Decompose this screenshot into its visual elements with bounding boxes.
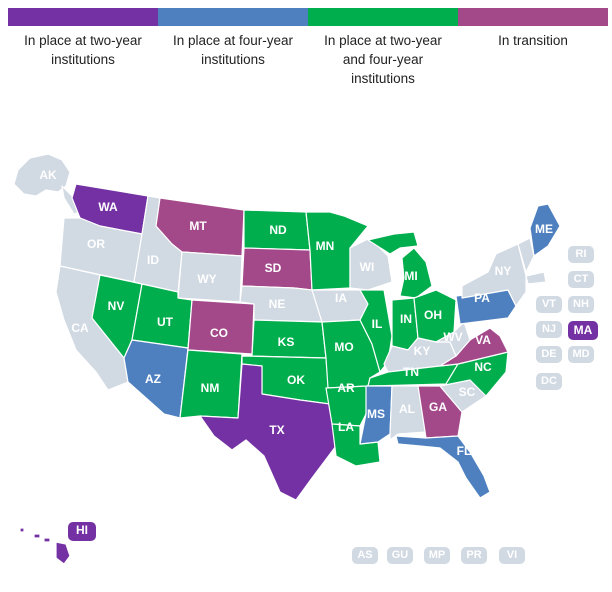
state-label-IN: IN bbox=[400, 312, 412, 326]
state-label-AL: AL bbox=[399, 402, 415, 416]
state-label-MS: MS bbox=[367, 407, 385, 421]
legend-swatch-transition bbox=[458, 8, 608, 26]
legend-item-transition[interactable]: In transition bbox=[458, 8, 608, 88]
state-label-KS: KS bbox=[278, 335, 295, 349]
state-label-SD: SD bbox=[265, 261, 282, 275]
state-MI-upper bbox=[367, 231, 419, 255]
small-state-DC[interactable]: DC bbox=[536, 373, 562, 390]
state-TX[interactable] bbox=[199, 363, 337, 501]
small-state-MA[interactable]: MA bbox=[568, 321, 598, 340]
state-label-PA: PA bbox=[474, 291, 490, 305]
state-label-ND: ND bbox=[269, 223, 287, 237]
small-state-MD[interactable]: MD bbox=[568, 346, 594, 363]
state-label-KY: KY bbox=[414, 344, 431, 358]
state-MA[interactable] bbox=[525, 271, 547, 285]
small-state-CT[interactable]: CT bbox=[568, 271, 594, 288]
state-label-WY: WY bbox=[197, 272, 216, 286]
state-label-ME: ME bbox=[535, 222, 553, 236]
state-HI-isles bbox=[19, 527, 51, 543]
territory-MP[interactable]: MP bbox=[424, 547, 450, 564]
state-label-NV: NV bbox=[108, 299, 125, 313]
state-AR[interactable] bbox=[325, 385, 369, 427]
state-label-IL: IL bbox=[372, 317, 383, 331]
state-label-WI: WI bbox=[360, 260, 375, 274]
state-label-UT: UT bbox=[157, 315, 174, 329]
state-label-MN: MN bbox=[316, 239, 335, 253]
legend-item-four-year[interactable]: In place at four-year institutions bbox=[158, 8, 308, 88]
state-label-AR: AR bbox=[337, 381, 355, 395]
state-label-NY: NY bbox=[495, 264, 512, 278]
state-label-WV: WV bbox=[443, 330, 462, 344]
legend-item-both[interactable]: In place at two-year and four-year insti… bbox=[308, 8, 458, 88]
state-label-OR: OR bbox=[87, 237, 105, 251]
legend-swatch-four-year bbox=[158, 8, 308, 26]
state-label-AK: AK bbox=[39, 168, 57, 182]
state-label-IA: IA bbox=[335, 291, 347, 305]
state-label-GA: GA bbox=[429, 400, 447, 414]
state-label-MI: MI bbox=[404, 269, 417, 283]
territory-VI[interactable]: VI bbox=[499, 547, 525, 564]
state-label-OK: OK bbox=[287, 373, 305, 387]
state-label-VA: VA bbox=[475, 333, 491, 347]
state-label-AZ: AZ bbox=[145, 372, 161, 386]
small-state-DE[interactable]: DE bbox=[536, 346, 562, 363]
state-label-CA: CA bbox=[71, 321, 89, 335]
state-HI[interactable] bbox=[55, 541, 71, 565]
territory-AS[interactable]: AS bbox=[352, 547, 378, 564]
state-FL[interactable] bbox=[395, 435, 491, 499]
state-label-TX: TX bbox=[269, 423, 284, 437]
state-label-HI: HI bbox=[76, 523, 88, 537]
legend-swatch-two-year bbox=[8, 8, 158, 26]
small-state-VT[interactable]: VT bbox=[536, 296, 562, 313]
state-label-OH: OH bbox=[424, 308, 442, 322]
territory-GU[interactable]: GU bbox=[387, 547, 413, 564]
state-IL[interactable] bbox=[359, 289, 393, 373]
legend-label: In place at two-year and four-year insti… bbox=[324, 33, 442, 86]
territory-PR[interactable]: PR bbox=[461, 547, 487, 564]
state-WV[interactable] bbox=[435, 321, 471, 357]
state-label-WA: WA bbox=[98, 200, 118, 214]
state-label-CO: CO bbox=[210, 326, 228, 340]
state-label-FL: FL bbox=[457, 444, 472, 458]
legend-item-two-year[interactable]: In place at two-year institutions bbox=[8, 8, 158, 88]
state-label-TN: TN bbox=[403, 365, 419, 379]
state-label-LA: LA bbox=[338, 420, 354, 434]
state-label-MO: MO bbox=[334, 340, 353, 354]
state-WI[interactable] bbox=[349, 237, 393, 291]
state-label-ID: ID bbox=[147, 253, 159, 267]
state-label-NE: NE bbox=[269, 297, 286, 311]
small-state-NJ[interactable]: NJ bbox=[536, 321, 562, 338]
legend-label: In place at four-year institutions bbox=[172, 33, 294, 67]
legend: In place at two-year institutions In pla… bbox=[8, 8, 608, 88]
state-label-NM: NM bbox=[201, 381, 220, 395]
state-NE-small bbox=[517, 237, 535, 273]
small-state-NH[interactable]: NH bbox=[568, 296, 594, 313]
state-label-bg-HI[interactable] bbox=[68, 522, 96, 541]
state-label-NC: NC bbox=[474, 360, 492, 374]
legend-swatch-both bbox=[308, 8, 458, 26]
state-NY[interactable] bbox=[461, 243, 527, 307]
small-state-RI[interactable]: RI bbox=[568, 246, 594, 263]
state-label-SC: SC bbox=[459, 385, 476, 399]
legend-label: In place at two-year institutions bbox=[24, 33, 142, 67]
state-label-MT: MT bbox=[189, 219, 207, 233]
state-LA[interactable] bbox=[331, 423, 381, 467]
legend-label: In transition bbox=[498, 33, 568, 48]
state-MI[interactable] bbox=[399, 247, 433, 299]
